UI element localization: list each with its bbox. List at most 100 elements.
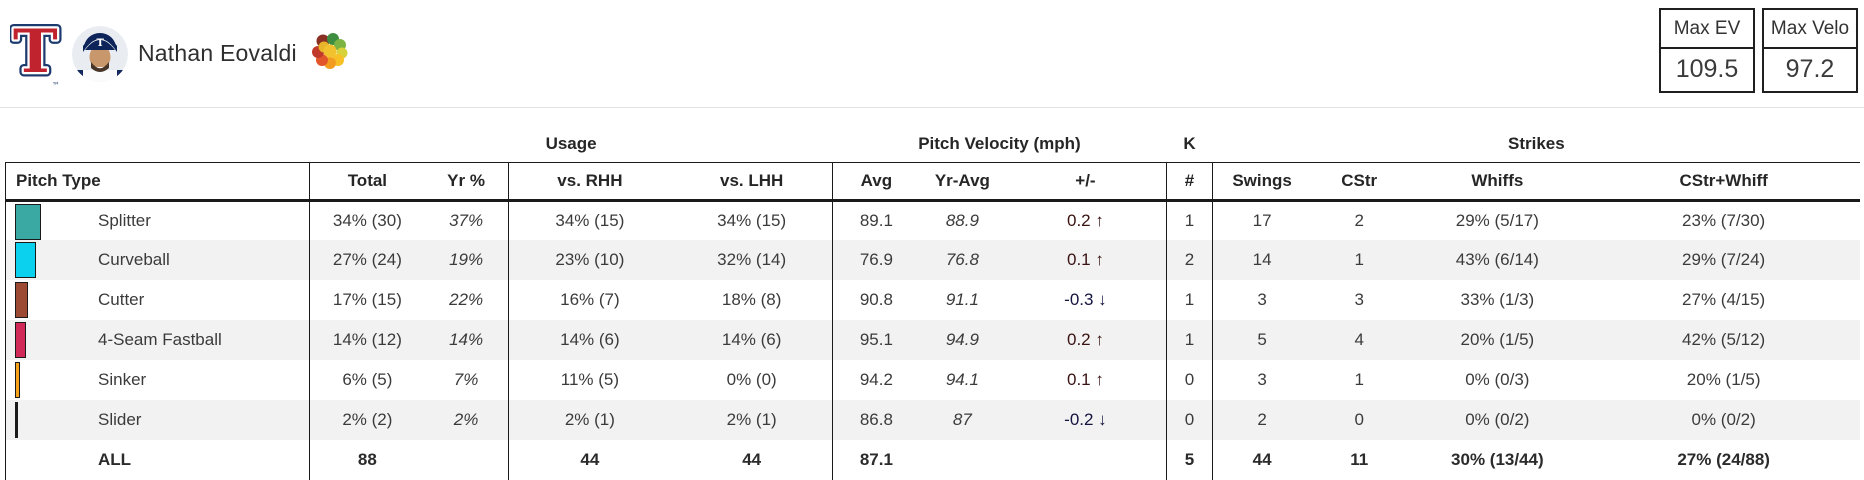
cell-avg: 94.2 xyxy=(832,360,920,400)
pitch-type-cell: ALL xyxy=(4,440,310,480)
cell-rhh: 2% (1) xyxy=(507,400,672,440)
cell-yr-pct: 22% xyxy=(449,290,484,309)
cell-yr-avg: 87 xyxy=(952,410,972,429)
cell-whiffs: 33% (1/3) xyxy=(1460,290,1535,309)
cell-cstr: 1 xyxy=(1354,370,1364,389)
cell-whiffs: 30% (13/44) xyxy=(1451,450,1544,469)
cell-cstr-whiff: 42% (5/12) xyxy=(1682,330,1766,349)
cell-cstr: 3 xyxy=(1354,290,1364,309)
group-strikes: Strikes xyxy=(1508,133,1565,153)
pitch-color-swatch xyxy=(15,322,26,358)
cell-yr-pct xyxy=(425,440,508,480)
row-curveball: Curveball 27% (24) 19% 23% (10) 32% (14) 76.9… xyxy=(4,240,1860,280)
pitch-name: Slider xyxy=(98,410,142,429)
cell-swings: 5 xyxy=(1212,320,1311,360)
col-yr-pct: Yr % xyxy=(424,161,509,202)
cell-cstr-whiff: 0% (0/2) xyxy=(1691,410,1756,429)
row-all: ALL 88 44 44 87.1 5 44 11 30% (13/44) 27% (24/88) xyxy=(4,440,1861,480)
cell-diff: 0.1 ↑ xyxy=(1067,250,1104,269)
row-4-seam-fastball: 4-Seam Fastball 14% (12) 14% 14% (6) 14% (6)… xyxy=(4,320,1860,360)
cell-cstr-whiff: 29% (7/24) xyxy=(1682,250,1766,269)
svg-text:T: T xyxy=(13,18,58,87)
cell-yr-pct: 19% xyxy=(449,250,484,269)
col-vs-lhh: vs. LHH xyxy=(671,161,833,202)
cell-yr-pct: 14% xyxy=(449,330,484,349)
cell-cstr: 11 xyxy=(1350,450,1369,469)
cell-cstr-whiff: 27% (4/15) xyxy=(1682,290,1766,309)
cell-swings: 17 xyxy=(1212,200,1311,240)
group-blank xyxy=(6,108,310,162)
cell-whiffs: 0% (0/2) xyxy=(1465,410,1530,429)
cell-lhh: 34% (15) xyxy=(717,210,787,230)
cell-k: 1 xyxy=(1165,320,1213,360)
cell-yr-avg: 88.9 xyxy=(945,210,979,230)
cell-whiffs: 29% (5/17) xyxy=(1455,210,1539,230)
cell-total: 17% (15) xyxy=(309,280,425,320)
cell-yr-avg xyxy=(920,440,1005,480)
cell-total: 88 xyxy=(309,440,425,480)
pitch-color-swatch xyxy=(15,203,41,240)
group-k: K xyxy=(1183,133,1196,153)
row-slider: Slider 2% (2) 2% 2% (1) 2% (1) 86.8 87 -0.2 ↓ 0 2… xyxy=(4,400,1860,440)
svg-text:T: T xyxy=(13,18,58,87)
cell-lhh: 0% (0) xyxy=(726,370,777,389)
max-velo-value: 97.2 xyxy=(1785,55,1835,83)
col-k-count: # xyxy=(1165,161,1213,202)
cell-lhh: 18% (8) xyxy=(721,290,782,309)
cell-yr-pct: 37% xyxy=(449,210,484,230)
player-avatar: T xyxy=(72,25,128,82)
max-ev-box: Max EV 109.5 xyxy=(1659,8,1755,93)
col-plus-minus: +/- xyxy=(1005,161,1167,202)
col-cstr-whiff: CStr+Whiff xyxy=(1587,161,1860,202)
svg-text:™: ™ xyxy=(52,81,60,90)
cell-total: 27% (24) xyxy=(309,240,425,280)
cell-yr-pct: 7% xyxy=(453,370,479,389)
cell-avg: 87.1 xyxy=(832,440,920,480)
max-ev-value: 109.5 xyxy=(1675,55,1739,83)
col-whiffs: Whiffs xyxy=(1407,161,1588,202)
cell-rhh: 44 xyxy=(507,440,672,480)
pitch-color-swatch xyxy=(15,242,36,278)
cell-cstr: 0 xyxy=(1354,410,1364,429)
cell-swings: 2 xyxy=(1212,400,1311,440)
cell-avg: 76.9 xyxy=(832,240,920,280)
cell-k: 0 xyxy=(1165,360,1213,400)
cell-lhh: 2% (1) xyxy=(726,410,777,429)
svg-text:T: T xyxy=(97,38,105,49)
cell-k: 5 xyxy=(1165,440,1213,480)
cell-rhh: 34% (15) xyxy=(507,200,672,240)
max-stat-boxes: Max EV 109.5 Max Velo 97.2 xyxy=(1659,8,1858,93)
col-cstr: CStr xyxy=(1310,161,1408,202)
pitch-name: 4-Seam Fastball xyxy=(98,330,222,349)
player-name: Nathan Eovaldi xyxy=(138,40,297,66)
cell-k: 2 xyxy=(1165,240,1213,280)
header-bar: T T T ™ T Nathan Eovaldi xyxy=(0,0,1864,108)
cell-lhh: 14% (6) xyxy=(721,330,782,349)
col-avg: Avg xyxy=(832,161,920,202)
cell-avg: 86.8 xyxy=(832,400,920,440)
col-yr-avg: Yr-Avg xyxy=(919,161,1006,202)
cell-total: 2% (2) xyxy=(309,400,425,440)
cell-cstr-whiff: 20% (1/5) xyxy=(1686,370,1761,389)
pitch-name: Curveball xyxy=(98,250,170,269)
cell-avg: 89.1 xyxy=(832,200,920,240)
cell-total: 6% (5) xyxy=(309,360,425,400)
cell-rhh: 16% (7) xyxy=(507,280,672,320)
pitch-name: Splitter xyxy=(98,210,151,230)
cell-yr-avg: 94.1 xyxy=(945,370,979,389)
cell-k: 1 xyxy=(1165,200,1213,240)
row-cutter: Cutter 17% (15) 22% 16% (7) 18% (8) 90.8 91.1 -… xyxy=(4,280,1861,320)
pitch-type-cell: Curveball xyxy=(4,240,310,280)
cell-diff: -0.3 ↓ xyxy=(1064,290,1107,309)
pitch-mix-flower-icon xyxy=(311,32,348,69)
max-ev-label: Max EV xyxy=(1661,10,1753,49)
group-pitch-velocity: Pitch Velocity (mph) xyxy=(918,133,1081,153)
cell-lhh: 32% (14) xyxy=(717,250,787,269)
cell-k: 1 xyxy=(1165,280,1213,320)
pitch-stats-table-wrap: Usage Pitch Velocity (mph) K Strikes Pit… xyxy=(4,108,1861,480)
max-velo-label: Max Velo xyxy=(1764,10,1856,49)
cell-cstr: 4 xyxy=(1354,330,1364,349)
cell-rhh: 23% (10) xyxy=(507,240,672,280)
cell-rhh: 14% (6) xyxy=(507,320,672,360)
cell-swings: 14 xyxy=(1212,240,1311,280)
